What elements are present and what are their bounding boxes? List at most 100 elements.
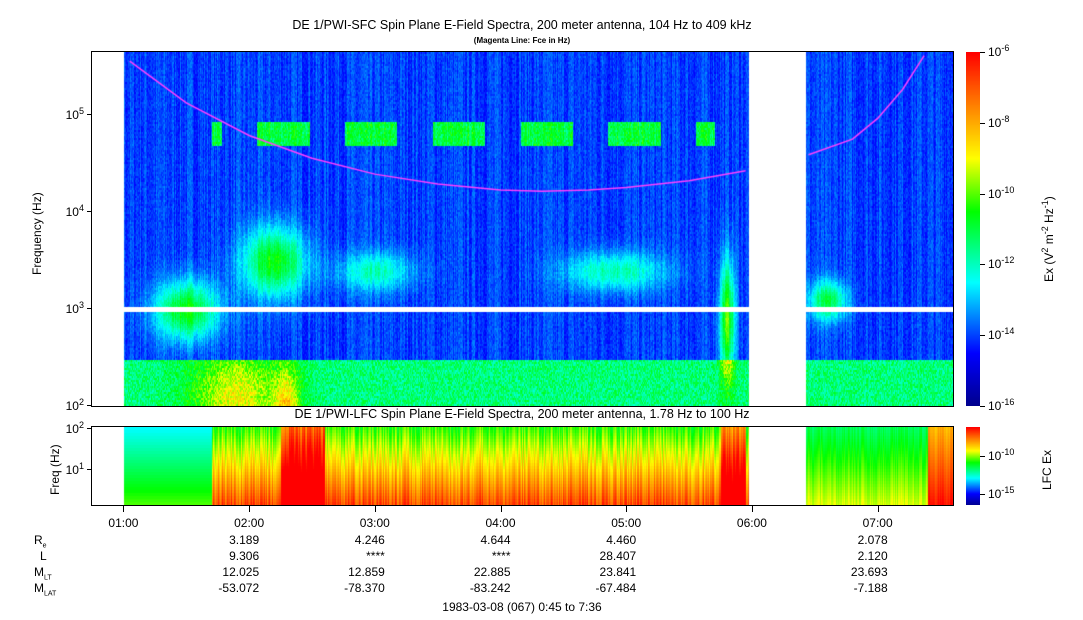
x-tick: [877, 506, 879, 512]
colorbar-tick-label: 10-8: [988, 114, 1009, 130]
ephemeris-value: 12.025: [222, 565, 260, 579]
x-tick-label: 03:00: [359, 516, 390, 530]
ephemeris-value: 9.306: [229, 549, 260, 563]
y-tick-label: 101: [27, 461, 84, 477]
tick-base: 10: [65, 463, 79, 477]
tick-base: 10: [988, 328, 1002, 343]
x-tick: [123, 506, 125, 512]
x-tick: [751, 506, 753, 512]
row-subscript: LAT: [44, 590, 57, 598]
colorbar-label-text: m: [1042, 234, 1056, 248]
ephemeris-value: -7.188: [853, 581, 888, 595]
ephemeris-value: 4.246: [354, 533, 385, 547]
lfc-colorbar: [966, 427, 980, 505]
tick-exp: -8: [1001, 113, 1010, 124]
row-name: M: [34, 581, 44, 595]
row-name: M: [34, 565, 44, 579]
colorbar-tick: [980, 335, 985, 337]
colorbar-label-text: ): [1042, 196, 1056, 201]
y-tick-label: 102: [27, 420, 84, 436]
tick-base: 10: [988, 257, 1002, 272]
colorbar-tick: [980, 122, 985, 124]
colorbar-tick-label: 10-16: [988, 397, 1014, 413]
ephemeris-value: -53.072: [218, 581, 260, 595]
ephemeris-value: ****: [491, 549, 511, 563]
x-tick: [500, 506, 502, 512]
tick-exp: 2: [78, 420, 84, 430]
y-tick: [87, 405, 92, 406]
ephemeris-value: 2.078: [857, 533, 888, 547]
tick-exp: -10: [1001, 447, 1015, 457]
ephemeris-value: 22.885: [473, 565, 511, 579]
tick-exp: -10: [1001, 184, 1015, 195]
ephemeris-value: ****: [366, 549, 385, 563]
tick-exp: 1: [78, 461, 84, 471]
y-tick: [87, 114, 92, 115]
tick-exp: -14: [1001, 326, 1015, 337]
ephemeris-value: 23.693: [850, 565, 888, 579]
colorbar-tick: [980, 264, 985, 266]
ephemeris-value: -83.242: [469, 581, 511, 595]
colorbar-tick: [980, 193, 985, 195]
sfc-subtitle: (Magenta Line: Fce in Hz): [473, 36, 571, 45]
sfc-plot-frame: [91, 51, 954, 407]
x-tick-label: 06:00: [736, 516, 767, 530]
x-tick: [374, 506, 376, 512]
row-subscript: LT: [44, 574, 52, 582]
lfc-title: DE 1/PWI-LFC Spin Plane E-Field Spectra,…: [294, 407, 750, 421]
tick-exp: -12: [1001, 255, 1015, 266]
ephemeris-row-label: MLAT: [34, 581, 56, 597]
ephemeris-value: 12.859: [348, 565, 385, 579]
colorbar-tick: [980, 406, 985, 407]
sfc-colorbar-label: Ex (V2 m-2 Hz-1): [1040, 196, 1056, 282]
tick-base: 10: [988, 45, 1002, 59]
x-tick: [249, 506, 251, 512]
tick-exp: 3: [78, 300, 84, 310]
lfc-colorbar-label: LFC Ex: [1040, 449, 1054, 490]
tick-base: 10: [65, 399, 79, 413]
colorbar-label-exp: -1: [1040, 200, 1050, 209]
tick-base: 10: [988, 449, 1002, 463]
ephemeris-value: 23.841: [599, 565, 637, 579]
sfc-title: DE 1/PWI-SFC Spin Plane E-Field Spectra,…: [292, 18, 752, 32]
y-tick-label: 104: [27, 203, 84, 219]
y-tick: [87, 428, 92, 429]
row-name: R: [34, 533, 43, 547]
colorbar-tick-label: 10-6: [988, 43, 1009, 59]
lfc-plot-frame: [91, 426, 954, 506]
colorbar-tick: [980, 494, 985, 495]
x-tick-label: 05:00: [611, 516, 642, 530]
x-tick-label: 04:00: [485, 516, 516, 530]
colorbar-tick-label: 10-10: [988, 185, 1014, 201]
tick-base: 10: [988, 399, 1002, 413]
colorbar-tick: [980, 52, 985, 53]
tick-exp: -15: [1001, 485, 1015, 495]
y-tick: [87, 308, 92, 309]
x-tick-label: 01:00: [108, 516, 139, 530]
tick-base: 10: [65, 422, 79, 436]
sfc-colorbar: [966, 52, 980, 406]
x-tick: [626, 506, 628, 512]
colorbar-tick-label: 10-12: [988, 255, 1014, 271]
colorbar-tick-label: 10-14: [988, 326, 1014, 342]
tick-base: 10: [65, 302, 79, 316]
colorbar-label-text: Hz: [1042, 208, 1056, 227]
sfc-spectrogram: [92, 52, 953, 406]
ephemeris-value: 2.120: [857, 549, 888, 563]
ephemeris-value: 28.407: [599, 549, 637, 563]
colorbar-tick-label: 10-10: [988, 447, 1014, 463]
ephemeris-row-label: L: [40, 549, 47, 565]
ephemeris-value: 3.189: [229, 533, 260, 547]
y-tick: [87, 211, 92, 212]
row-name: L: [40, 549, 47, 563]
ephemeris-row-label: Re: [34, 533, 47, 549]
tick-base: 10: [988, 487, 1002, 501]
tick-exp: 4: [78, 203, 84, 213]
ephemeris-value: 4.644: [480, 533, 511, 547]
y-tick: [87, 469, 92, 470]
row-subscript: e: [42, 542, 47, 550]
ephemeris-value: 4.460: [606, 533, 637, 547]
tick-base: 10: [65, 205, 79, 219]
x-tick-label: 02:00: [234, 516, 265, 530]
ephemeris-row-label: MLT: [34, 565, 52, 581]
